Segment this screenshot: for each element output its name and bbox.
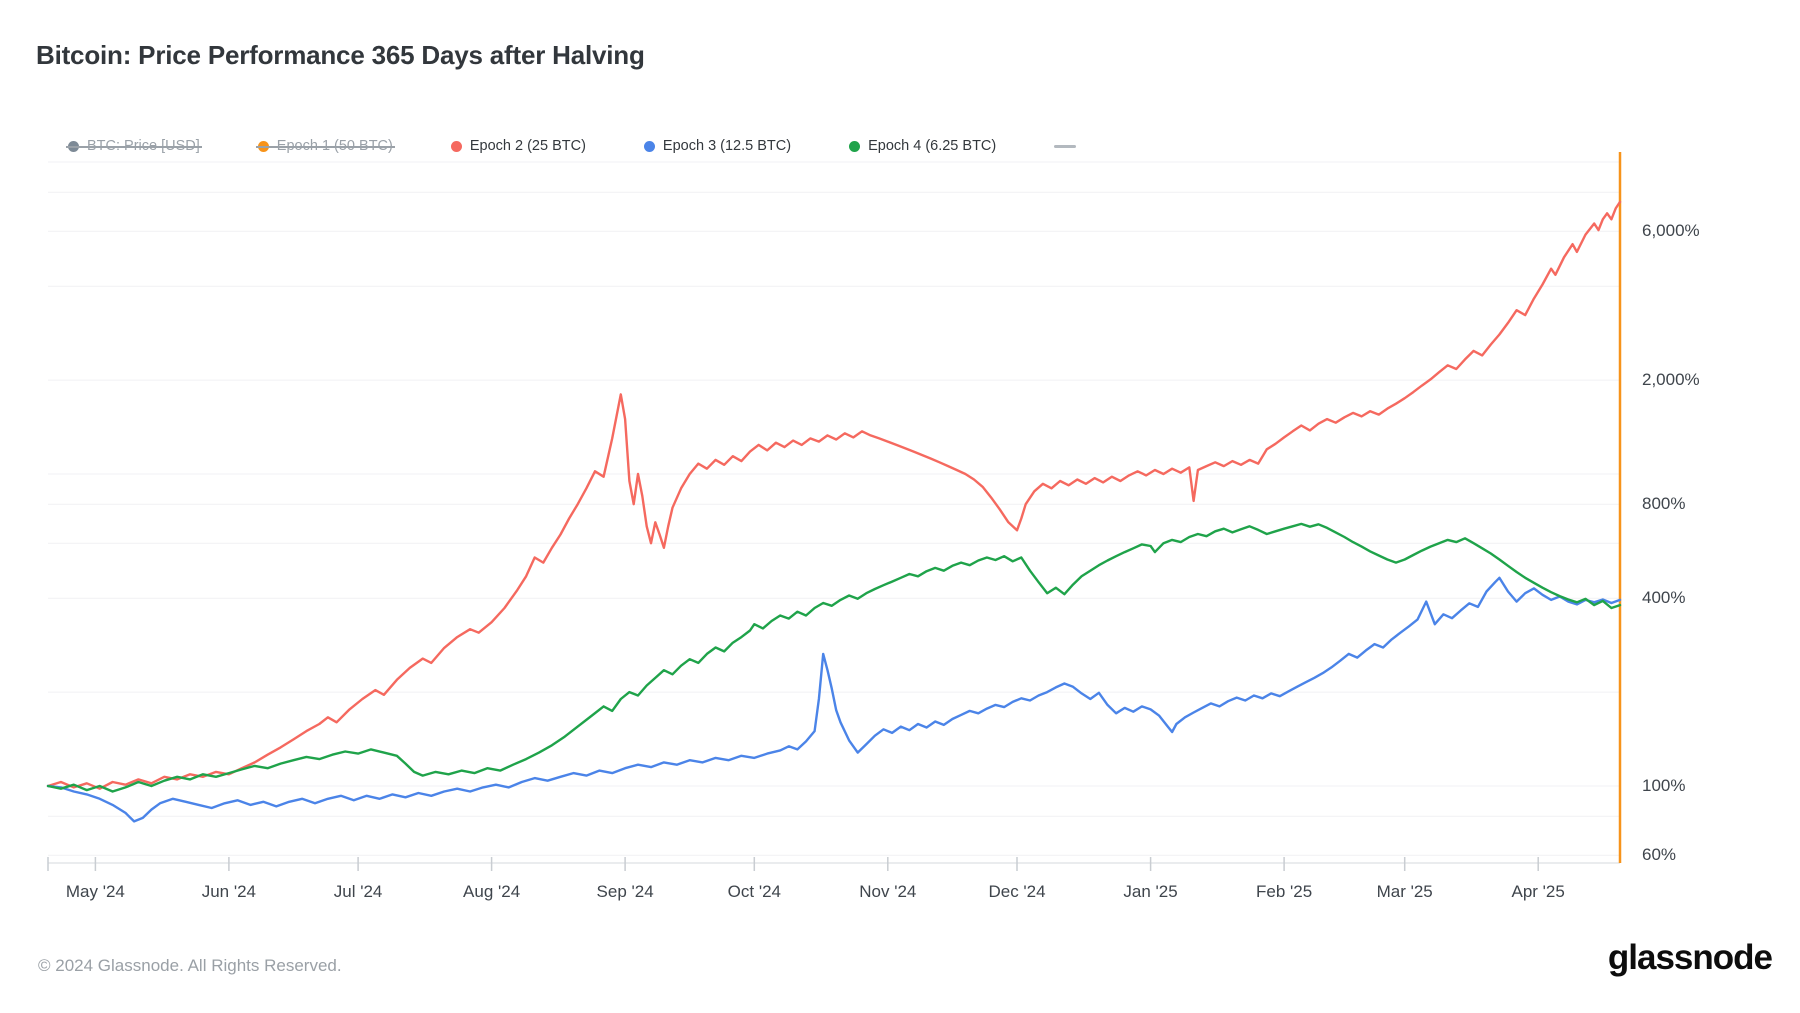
x-tick-label: Aug '24: [463, 882, 521, 901]
legend-item-epoch-1[interactable]: Epoch 1 (50 BTC): [255, 138, 395, 154]
x-tick-label: Sep '24: [596, 882, 654, 901]
legend-label-epoch-4: Epoch 4 (6.25 BTC): [868, 138, 997, 154]
x-tick-label: Jan '25: [1123, 882, 1178, 901]
x-tick-label: Dec '24: [988, 882, 1046, 901]
x-tick-label: Jul '24: [333, 882, 383, 901]
legend-item-marker[interactable]: [1054, 144, 1077, 148]
x-tick-label: Mar '25: [1376, 882, 1433, 901]
y-tick-label-100: 100%: [1642, 776, 1686, 795]
legend-item-epoch-2[interactable]: Epoch 2 (25 BTC): [450, 138, 586, 154]
epoch-4-dot-swatch: [849, 140, 861, 152]
legend-label-epoch-3: Epoch 3 (12.5 BTC): [662, 138, 792, 154]
x-tick-label: May '24: [65, 882, 125, 901]
y-tick-label-60: 60%: [1642, 845, 1677, 865]
legend-item-btc-price[interactable]: BTC: Price [USD]: [66, 138, 202, 154]
glassnode-logo: glassnode: [1607, 938, 1773, 977]
legend-item-epoch-4[interactable]: Epoch 4 (6.25 BTC): [849, 138, 996, 154]
page-title: Bitcoin: Price Performance 365 Days afte…: [36, 40, 645, 70]
epoch-2-dot-swatch: [450, 140, 462, 152]
epoch-3-dot-swatch: [643, 140, 655, 152]
legend-label-epoch-2: Epoch 2 (25 BTC): [469, 138, 586, 154]
y-tick-label-6000: 6,000%: [1642, 221, 1700, 241]
y-tick-label-800: 800%: [1642, 494, 1686, 514]
series-line-epoch-4: [46, 522, 1622, 793]
x-tick-label: Feb '25: [1255, 882, 1313, 901]
series-line-epoch-3: [46, 576, 1622, 823]
x-tick-label: Apr '25: [1511, 882, 1565, 901]
y-tick-label-400: 400%: [1642, 588, 1686, 608]
copyright-text: © 2024 Glassnode. All Rights Reserved.: [38, 956, 342, 975]
x-tick-label: Jun '24: [201, 882, 257, 901]
chart-legend: BTC: Price [USD] Epoch 1 (50 BTC) Epoch 2 …: [66, 138, 1077, 154]
legend-item-epoch-3[interactable]: Epoch 3 (12.5 BTC): [643, 138, 792, 154]
marker-line-swatch: [1054, 144, 1077, 148]
series-line-epoch-2: [46, 200, 1622, 790]
x-tick-label: Nov '24: [859, 882, 917, 901]
y-tick-label-2000: 2,000%: [1642, 370, 1700, 390]
x-tick-label: Oct '24: [727, 882, 781, 901]
